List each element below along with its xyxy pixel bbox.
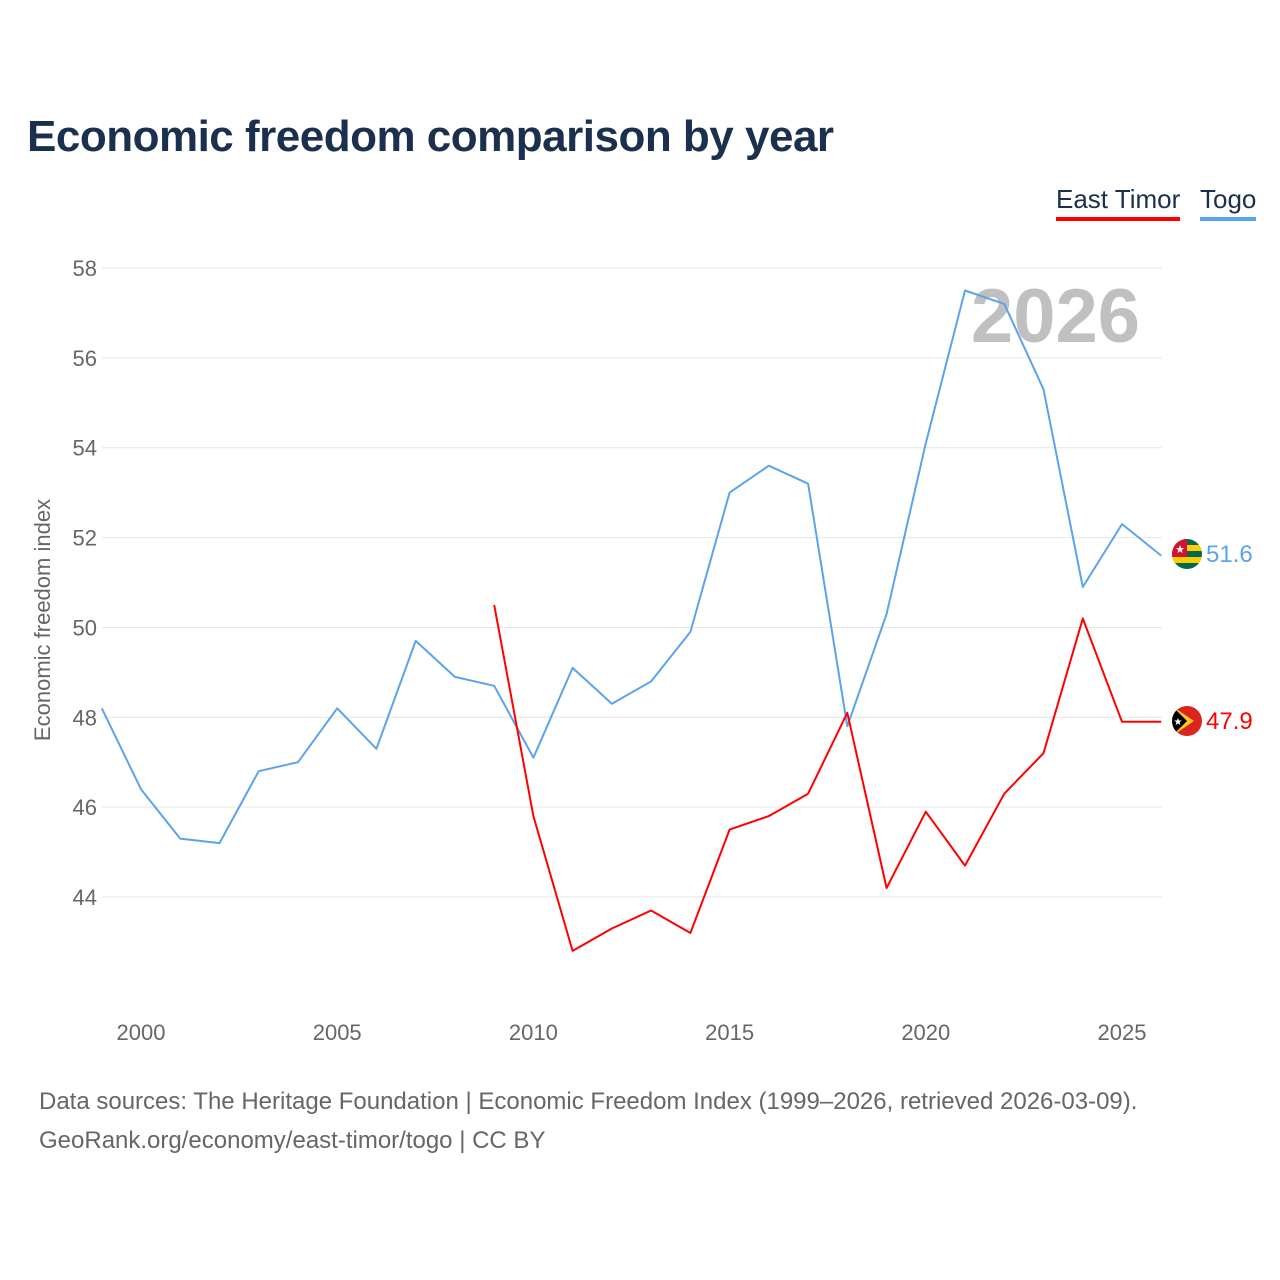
chart-title: Economic freedom comparison by year <box>27 112 834 161</box>
east-timor-flag-icon: ★ <box>1172 706 1202 736</box>
y-tick-label: 44 <box>73 885 97 910</box>
year-watermark: 2026 <box>971 274 1140 359</box>
y-tick-label: 46 <box>73 795 97 820</box>
x-tick-label: 2020 <box>901 1020 950 1045</box>
y-tick-label: 50 <box>73 615 97 640</box>
legend-item-togo[interactable]: Togo <box>1200 184 1257 221</box>
togo-flag-icon: ★ <box>1172 539 1202 569</box>
series-line-togo <box>100 289 1162 845</box>
y-tick-label: 52 <box>73 526 97 551</box>
east-timor-end-label: 47.9 <box>1206 708 1253 735</box>
togo-end-label: 51.6 <box>1206 541 1253 568</box>
x-tick-label: 2015 <box>705 1020 754 1045</box>
credit-link[interactable]: GeoRank.org/economy/east-timor/togo | CC… <box>39 1127 546 1154</box>
y-tick-label: 48 <box>73 705 97 730</box>
series-line-east-timor <box>493 604 1162 952</box>
y-tick-label: 58 <box>73 256 97 281</box>
data-sources-note: Data sources: The Heritage Foundation | … <box>39 1088 1138 1115</box>
x-tick-label: 2005 <box>313 1020 362 1045</box>
x-tick-label: 2000 <box>117 1020 166 1045</box>
y-tick-label: 56 <box>73 346 97 371</box>
y-tick-label: 54 <box>73 436 97 461</box>
svg-text:★: ★ <box>1175 544 1185 556</box>
y-axis-label: Economic freedom index <box>30 499 55 741</box>
x-tick-label: 2025 <box>1098 1020 1147 1045</box>
x-tick-label: 2010 <box>509 1020 558 1045</box>
svg-text:★: ★ <box>1174 717 1183 728</box>
legend-item-east-timor[interactable]: East Timor <box>1056 184 1181 221</box>
